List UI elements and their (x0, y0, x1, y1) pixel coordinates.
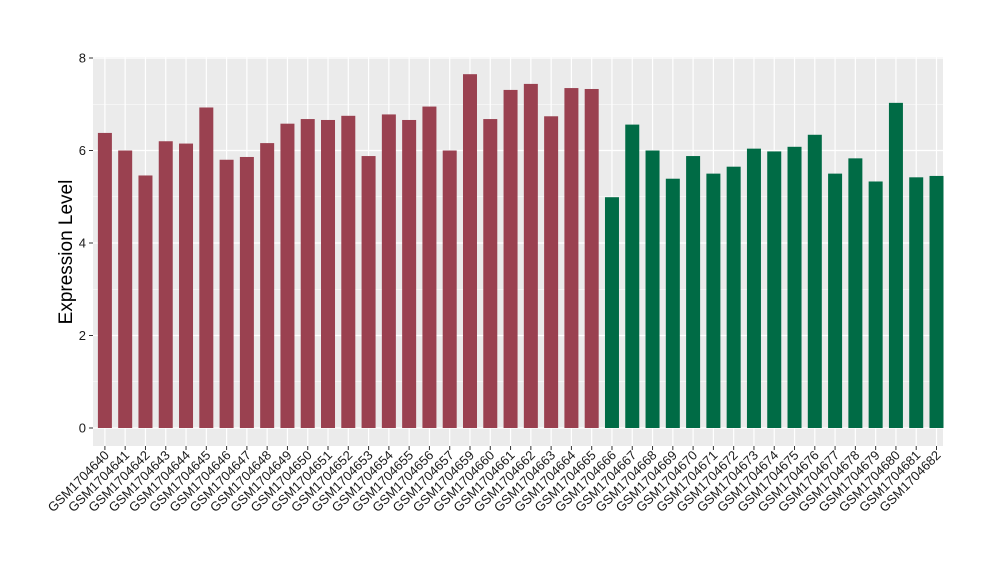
bar (280, 123, 295, 429)
bar (138, 175, 153, 428)
bar (179, 143, 194, 428)
bar (97, 132, 112, 429)
bar (381, 114, 396, 429)
bar (422, 106, 437, 428)
bar (300, 119, 315, 429)
bar (645, 150, 660, 428)
bar (442, 150, 457, 428)
bar (483, 119, 498, 429)
y-tick-label: 6 (79, 143, 86, 158)
bar (462, 74, 477, 428)
bar (219, 159, 234, 428)
bar (361, 156, 376, 429)
bar (848, 158, 863, 429)
bar (544, 116, 559, 429)
bar (341, 115, 356, 428)
bar (260, 143, 275, 428)
bar (706, 173, 721, 428)
y-axis: 0 2 4 6 8 (79, 51, 93, 436)
bar (929, 175, 944, 428)
bar (828, 173, 843, 428)
bar (564, 88, 579, 428)
bar (767, 151, 782, 429)
bar (523, 83, 538, 429)
bar (402, 119, 417, 428)
y-tick-label: 0 (79, 421, 86, 436)
bar (888, 102, 903, 429)
bar (665, 178, 680, 428)
bar (787, 146, 802, 429)
bar (807, 134, 822, 428)
bar (321, 119, 336, 428)
bar (868, 181, 883, 428)
y-axis-title: Expression Level (56, 180, 77, 325)
bar (686, 156, 701, 429)
bar (625, 124, 640, 428)
bar (199, 107, 214, 429)
bar (158, 141, 173, 428)
bar (604, 197, 619, 428)
y-tick-label: 2 (79, 328, 86, 343)
bars (97, 74, 944, 429)
y-tick-label: 4 (79, 236, 86, 251)
bar (726, 166, 741, 428)
x-axis: GSM1704640GSM1704641GSM1704642GSM1704643… (45, 446, 944, 515)
bar (909, 177, 924, 428)
bar (746, 148, 761, 428)
bar (584, 88, 599, 429)
bar (118, 150, 133, 428)
y-tick-label: 8 (79, 51, 86, 66)
bar (503, 89, 518, 428)
bar (239, 156, 254, 428)
